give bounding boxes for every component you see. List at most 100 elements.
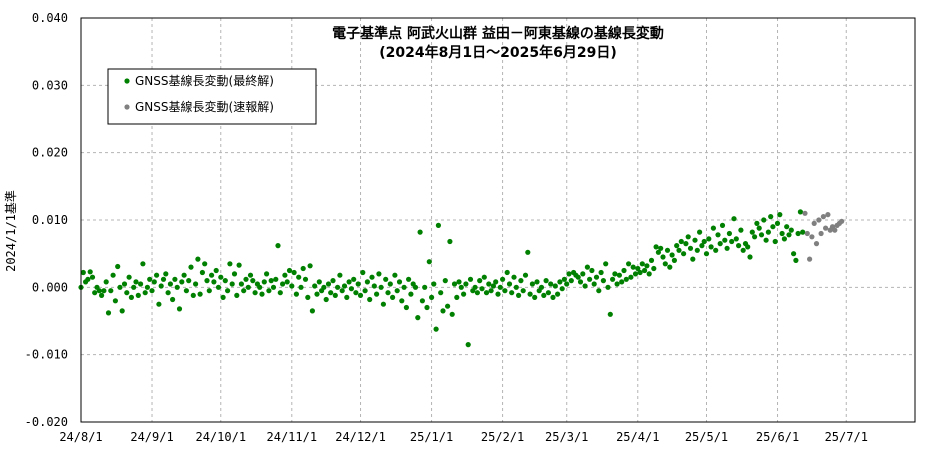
final-solution-point [486, 281, 492, 287]
final-solution-point [733, 236, 739, 242]
final-solution-point [325, 281, 332, 287]
final-solution-point [296, 274, 302, 280]
final-solution-point [623, 276, 629, 282]
final-solution-point [701, 238, 707, 245]
final-solution-point [637, 269, 643, 276]
final-solution-point [589, 267, 595, 274]
final-solution-point [674, 243, 680, 249]
y-axis-label: 2024/1/1基準 [3, 190, 18, 272]
final-solution-point [380, 301, 386, 307]
y-tick-label: -0.020 [25, 415, 68, 429]
final-solution-point [692, 237, 698, 243]
final-solution-point [99, 292, 105, 298]
final-solution-point [204, 278, 210, 284]
final-solution-point [337, 272, 343, 278]
final-solution-point [422, 284, 428, 290]
final-solution-point [387, 281, 393, 287]
x-tick-label: 25/6/1 [756, 430, 799, 444]
final-solution-point [154, 272, 160, 278]
legend-marker-final [124, 78, 130, 84]
final-solution-point [772, 238, 778, 245]
final-solution-point [160, 276, 167, 282]
final-solution-point [461, 291, 467, 297]
final-solution-point [321, 284, 327, 290]
rapid-solution-point [823, 225, 829, 231]
final-solution-point [89, 274, 96, 280]
final-solution-point [671, 257, 678, 263]
final-solution-point [440, 308, 446, 314]
final-solution-point [218, 274, 224, 280]
final-solution-point [667, 264, 673, 270]
final-solution-point [648, 257, 655, 263]
final-solution-point [681, 251, 687, 257]
final-solution-point [399, 298, 405, 304]
final-solution-point [252, 290, 258, 296]
final-solution-point [497, 284, 503, 290]
chart-subtitle: (2024年8月1日～2025年6月29日) [379, 44, 616, 61]
x-tick-label: 24/12/1 [335, 430, 386, 444]
final-solution-point [635, 265, 641, 272]
final-solution-point [211, 279, 217, 285]
final-solution-point [133, 279, 139, 285]
final-solution-point [731, 216, 737, 222]
final-solution-point [724, 245, 730, 251]
final-solution-point [364, 279, 370, 285]
final-solution-point [603, 261, 609, 267]
final-solution-point [559, 286, 565, 292]
final-solution-point [92, 290, 98, 296]
final-solution-point [740, 247, 746, 253]
final-solution-point [392, 272, 398, 278]
chart-title: 電子基準点 阿武火山群 益田－阿東基線の基線長変動 [332, 25, 664, 42]
final-solution-point [286, 267, 293, 274]
final-solution-point [747, 254, 753, 260]
final-solution-point [101, 288, 107, 294]
final-solution-point [417, 229, 423, 235]
final-solution-point [266, 288, 272, 294]
final-solution-point [268, 278, 274, 284]
final-solution-point [280, 281, 286, 287]
x-tick-label: 24/10/1 [195, 430, 246, 444]
final-solution-point [156, 301, 162, 307]
final-solution-point [532, 294, 538, 300]
x-tick-label: 25/4/1 [616, 430, 659, 444]
final-solution-point [323, 296, 329, 303]
final-solution-point [332, 292, 338, 298]
legend-marker-rapid [124, 104, 130, 110]
final-solution-point [222, 278, 228, 284]
final-solution-point [598, 269, 604, 276]
final-solution-point [172, 276, 178, 282]
y-tick-label: 0.020 [32, 146, 68, 160]
x-tick-label: 24/9/1 [130, 430, 173, 444]
final-solution-point [770, 224, 776, 230]
final-solution-point [538, 284, 545, 290]
final-solution-point [768, 214, 774, 220]
final-solution-point [777, 212, 783, 218]
x-tick-label: 24/8/1 [59, 430, 102, 444]
final-solution-point [465, 342, 471, 348]
final-solution-point [348, 286, 354, 292]
final-solution-point [626, 261, 632, 267]
final-solution-point [488, 288, 494, 294]
final-solution-point [683, 241, 689, 247]
final-solution-point [433, 326, 439, 332]
final-solution-point [610, 276, 616, 282]
final-solution-point [726, 230, 733, 237]
final-solution-point [779, 230, 785, 237]
final-solution-point [548, 281, 554, 287]
final-solution-point [758, 232, 765, 238]
final-solution-point [788, 227, 794, 233]
final-solution-point [479, 286, 485, 292]
final-solution-point [80, 269, 86, 276]
final-solution-point [690, 256, 696, 262]
final-solution-point [678, 238, 684, 245]
final-solution-point [800, 229, 806, 235]
final-solution-point [119, 308, 125, 314]
final-solution-point [458, 284, 464, 290]
final-solution-point [284, 279, 290, 285]
final-solution-point [229, 281, 235, 287]
final-solution-point [644, 263, 650, 269]
final-solution-point [259, 291, 265, 297]
rapid-solution-point [809, 234, 815, 240]
final-solution-point [227, 261, 233, 267]
final-solution-point [170, 296, 176, 303]
